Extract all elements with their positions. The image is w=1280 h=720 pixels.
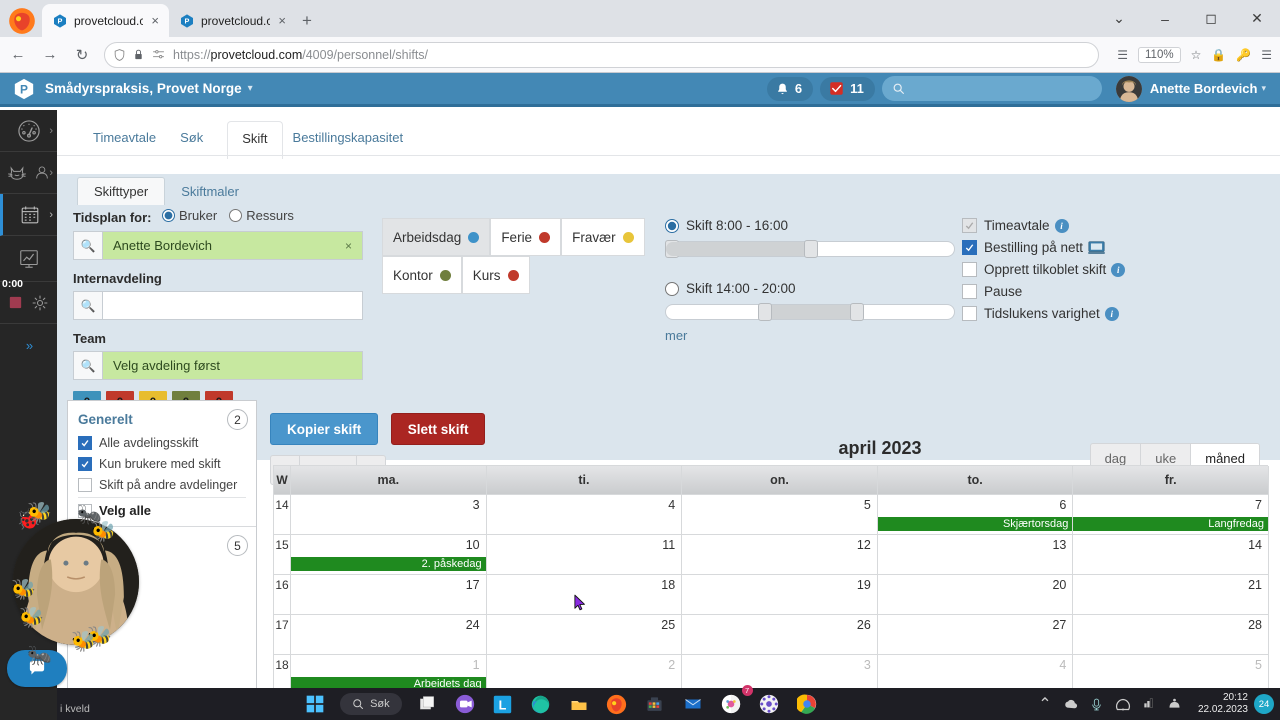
svg-text:P: P (58, 16, 63, 25)
svg-text:P: P (20, 82, 28, 96)
svg-text:P: P (185, 16, 190, 25)
svg-text:L: L (499, 698, 507, 712)
